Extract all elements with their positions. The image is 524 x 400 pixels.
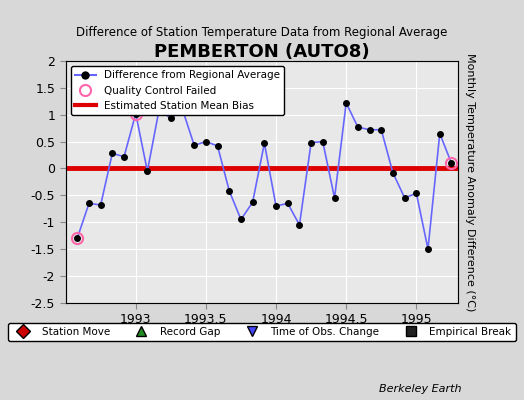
Y-axis label: Monthly Temperature Anomaly Difference (°C): Monthly Temperature Anomaly Difference (…: [465, 53, 475, 311]
Legend: Station Move, Record Gap, Time of Obs. Change, Empirical Break: Station Move, Record Gap, Time of Obs. C…: [8, 323, 516, 341]
Title: PEMBERTON (AUTO8): PEMBERTON (AUTO8): [154, 43, 370, 61]
Text: Difference of Station Temperature Data from Regional Average: Difference of Station Temperature Data f…: [77, 26, 447, 39]
Text: Berkeley Earth: Berkeley Earth: [379, 384, 461, 394]
